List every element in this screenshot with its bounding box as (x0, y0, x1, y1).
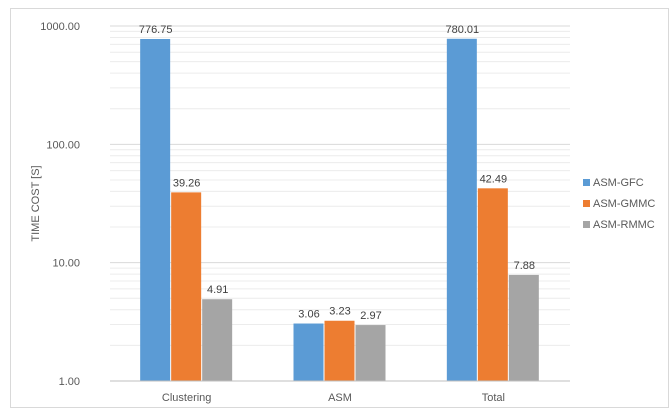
legend-label: ASM-GFC (593, 177, 644, 189)
data-label: 7.88 (514, 260, 535, 272)
data-label: 3.06 (298, 309, 319, 321)
data-label: 4.91 (207, 284, 228, 296)
data-label: 2.97 (360, 310, 381, 322)
bar (202, 299, 233, 381)
bar (446, 38, 477, 381)
y-tick-label: 100.00 (46, 139, 80, 151)
bar (293, 323, 324, 381)
legend-swatch (583, 200, 590, 207)
y-tick-label: 1000.00 (40, 21, 80, 33)
data-label: 780.01 (446, 24, 480, 36)
x-category-label: Total (482, 392, 505, 404)
legend-label: ASM-RMMC (593, 219, 655, 231)
data-label: 776.75 (139, 24, 173, 36)
data-label: 3.23 (329, 306, 350, 318)
bar (355, 325, 386, 381)
y-tick-label: 10.00 (52, 258, 80, 270)
y-axis-title: TIME COST [S] (30, 165, 42, 241)
x-category-label: Clustering (162, 392, 212, 404)
bar (324, 320, 355, 381)
y-tick-label: 1.00 (59, 376, 80, 388)
data-label: 39.26 (173, 177, 201, 189)
bar (508, 274, 539, 381)
legend-swatch (583, 179, 590, 186)
bar (140, 38, 171, 381)
bar (477, 188, 508, 381)
legend-swatch (583, 221, 590, 228)
data-label: 42.49 (480, 173, 508, 185)
x-category-label: ASM (328, 392, 352, 404)
bar (171, 192, 202, 381)
legend-label: ASM-GMMC (593, 198, 655, 210)
